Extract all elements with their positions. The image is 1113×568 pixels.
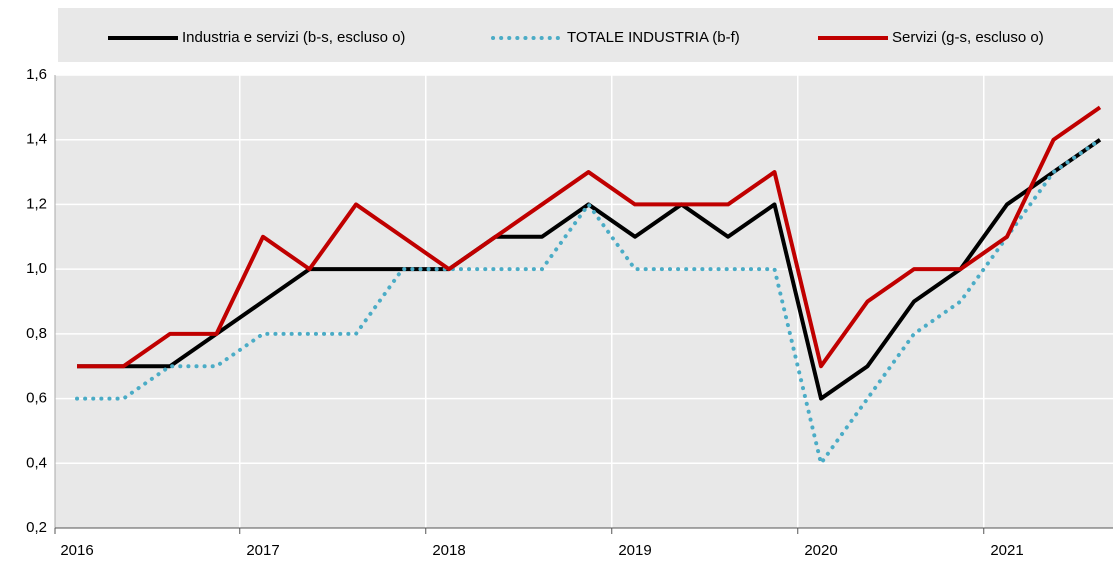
y-tick-label: 1,2 xyxy=(26,195,47,212)
y-tick-label: 1,4 xyxy=(26,131,47,148)
x-tick-label: 2021 xyxy=(990,542,1023,559)
y-tick-label: 0,2 xyxy=(26,519,47,536)
legend-label: Industria e servizi (b-s, escluso o) xyxy=(182,29,405,46)
y-tick-label: 1,0 xyxy=(26,260,47,277)
legend-label: Servizi (g-s, escluso o) xyxy=(892,29,1044,46)
legend-box xyxy=(58,8,1113,62)
x-tick-label: 2020 xyxy=(804,542,837,559)
y-tick-label: 0,4 xyxy=(26,454,47,471)
y-tick-label: 1,6 xyxy=(26,66,47,83)
x-tick-label: 2016 xyxy=(60,542,93,559)
legend-label: TOTALE INDUSTRIA (b-f) xyxy=(567,29,740,46)
y-tick-label: 0,6 xyxy=(26,390,47,407)
series-line xyxy=(75,137,1102,469)
plot-area xyxy=(55,75,1113,528)
series-line xyxy=(77,105,1102,369)
y-tick-label: 0,8 xyxy=(26,325,47,342)
x-tick-label: 2018 xyxy=(432,542,465,559)
x-tick-label: 2017 xyxy=(246,542,279,559)
x-tick-label: 2019 xyxy=(618,542,651,559)
